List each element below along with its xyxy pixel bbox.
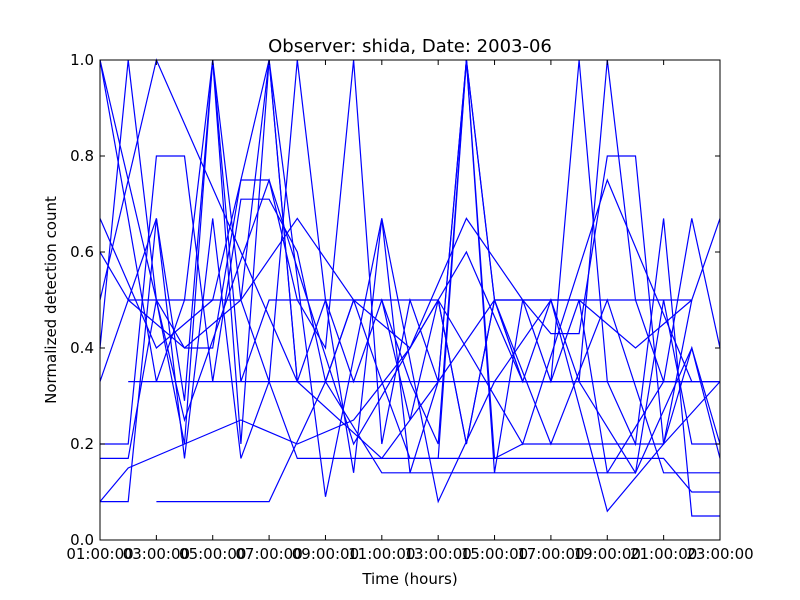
series-line-3: [100, 59, 693, 460]
series-line-8: [99, 59, 720, 517]
y-tick-label: 0.8: [70, 147, 94, 165]
series-line-12: [99, 58, 720, 474]
x-tick-label: 05:00:00: [179, 545, 246, 563]
x-tick-label: 19:00:00: [574, 545, 641, 563]
series-line-9: [99, 59, 721, 513]
x-axis-label: Time (hours): [361, 570, 457, 588]
series-line-11: [156, 380, 720, 503]
chart-title: Observer: shida, Date: 2003-06: [268, 36, 552, 57]
x-tick-label: 23:00:00: [686, 545, 753, 563]
y-tick-label: 1.0: [70, 51, 94, 69]
y-axis-label: Normalized detection count: [42, 196, 60, 404]
plot-frame: [99, 59, 721, 541]
x-tick-label: 01:00:00: [66, 545, 133, 563]
series-layer: [99, 58, 721, 517]
y-tick-label: 0.2: [70, 435, 94, 453]
x-tick-label: 11:00:00: [348, 545, 415, 563]
x-tick-label: 17:00:00: [517, 545, 584, 563]
y-tick-label: 0.6: [70, 243, 94, 261]
x-tick-label: 21:00:00: [630, 545, 697, 563]
y-tick-label: 0.4: [70, 339, 94, 357]
tick-layer: 01:00:0003:00:0005:00:0007:00:0009:00:00…: [66, 51, 753, 563]
x-tick-label: 07:00:00: [235, 545, 302, 563]
series-line-14: [99, 59, 693, 446]
x-tick-label: 15:00:00: [461, 545, 528, 563]
x-tick-label: 13:00:00: [404, 545, 471, 563]
x-tick-label: 09:00:00: [292, 545, 359, 563]
x-tick-label: 03:00:00: [123, 545, 190, 563]
y-tick-label: 0.0: [70, 531, 94, 549]
